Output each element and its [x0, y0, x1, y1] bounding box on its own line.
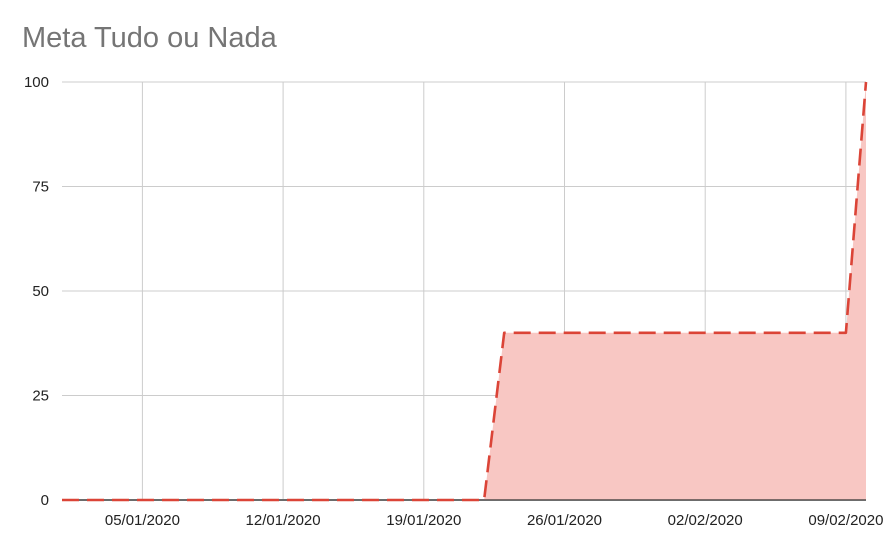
x-tick-label: 26/01/2020: [527, 512, 602, 529]
x-tick-label: 12/01/2020: [246, 512, 321, 529]
series-line-layer: [61, 81, 868, 502]
y-tick-label: 25: [32, 388, 49, 405]
y-tick-label: 50: [32, 283, 49, 300]
series-area-fill: [62, 82, 866, 500]
tick-labels: 0 25 50 75 100 05/01/2020 12/01/2020 19/01/2020…: [24, 74, 883, 529]
x-tick-label: 19/01/2020: [386, 512, 461, 529]
x-tick-label: 09/02/2020: [808, 512, 883, 529]
y-tick-label: 100: [24, 74, 49, 91]
x-tick-label: 05/01/2020: [105, 512, 180, 529]
x-tick-label: 02/02/2020: [668, 512, 743, 529]
chart-title: Meta Tudo ou Nada: [22, 22, 277, 54]
y-tick-label: 0: [41, 492, 49, 509]
y-tick-label: 75: [32, 179, 49, 196]
